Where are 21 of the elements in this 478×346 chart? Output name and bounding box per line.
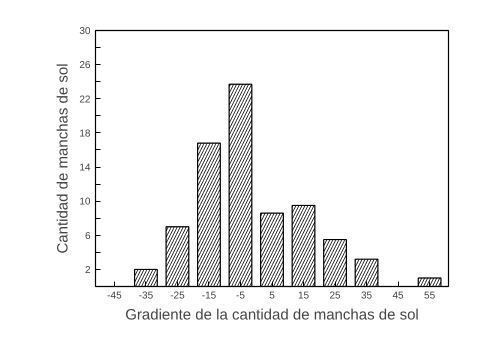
x-axis-title: Gradiente de la cantidad de manchas de sol xyxy=(125,306,419,324)
x-tick-label: -15 xyxy=(202,290,217,302)
x-tick-label: 15 xyxy=(298,290,310,302)
y-tick-label: 18 xyxy=(79,128,91,140)
y-tick-label: 22 xyxy=(79,94,91,106)
x-tick-label: 55 xyxy=(424,290,436,302)
x-tick-label: 35 xyxy=(360,290,373,302)
x-tick-label: -35 xyxy=(138,290,154,302)
x-tick-label: -45 xyxy=(107,290,122,302)
x-tick-label: 45 xyxy=(392,290,404,302)
y-tick-label: 30 xyxy=(79,26,91,37)
y-tick-label: 14 xyxy=(79,162,91,174)
y-tick-label: 2 xyxy=(84,264,91,276)
y-axis-title: Cantidad de manchas de sol xyxy=(54,63,72,254)
x-tick-label: 5 xyxy=(269,290,276,302)
y-tick-label: 6 xyxy=(84,230,91,242)
x-tick-label: -5 xyxy=(236,290,246,302)
y-tick-label: 10 xyxy=(79,196,91,208)
x-tick-label: 25 xyxy=(329,290,342,302)
x-tick-label: -25 xyxy=(170,290,186,302)
y-tick-label: 26 xyxy=(79,60,91,72)
